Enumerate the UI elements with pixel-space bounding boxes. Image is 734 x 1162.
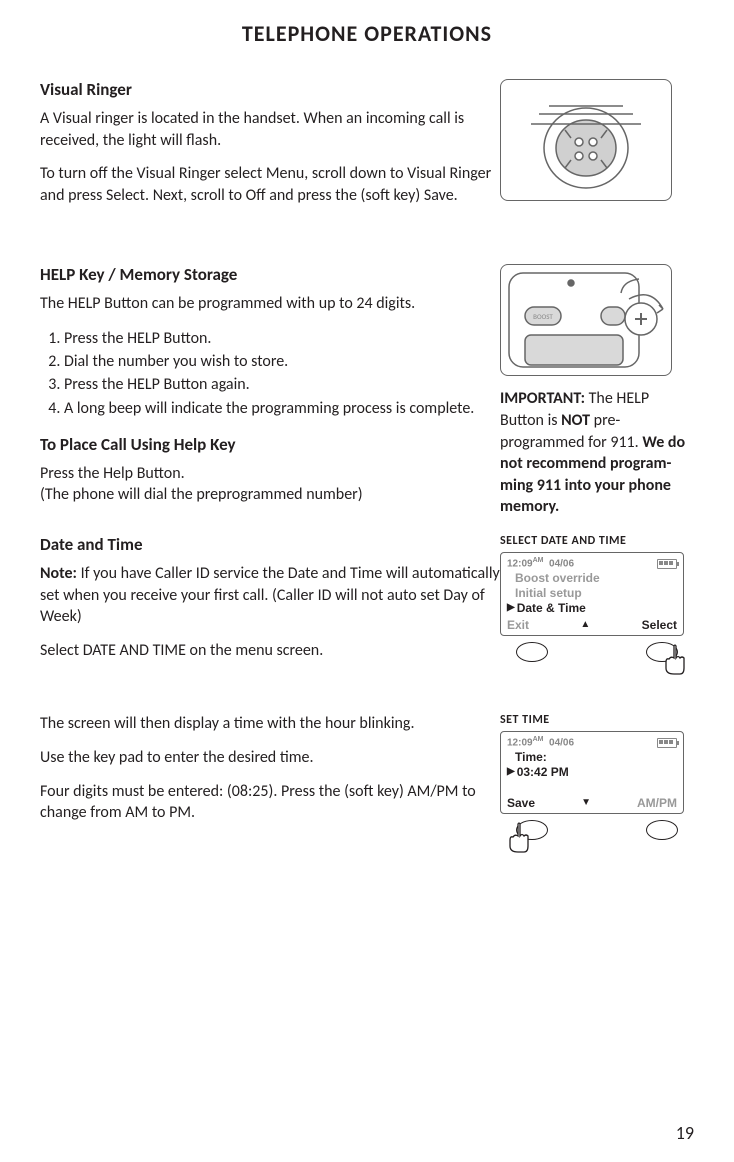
lcd-caption: SELECT DATE AND TIME bbox=[500, 534, 694, 548]
ordered-list: Press the HELP Button. Dial the number y… bbox=[40, 327, 500, 420]
list-item: Dial the number you wish to store. bbox=[64, 350, 500, 373]
paragraph: A Visual ringer is located in the handse… bbox=[40, 108, 500, 151]
lcd-caption: SET TIME bbox=[500, 713, 694, 727]
paragraph: Press the Help Button. bbox=[40, 463, 500, 485]
list-item: A long beep will indicate the programmin… bbox=[64, 397, 500, 420]
paragraph: To turn off the Visual Ringer select Men… bbox=[40, 163, 500, 206]
paragraph: The screen will then display a time with… bbox=[40, 713, 500, 735]
paragraph: The HELP Button can be programmed with u… bbox=[40, 293, 500, 315]
page-number: 19 bbox=[676, 1122, 694, 1144]
left-softkey[interactable] bbox=[516, 642, 548, 662]
battery-icon bbox=[657, 738, 677, 748]
battery-icon bbox=[657, 559, 677, 569]
paragraph: Select DATE AND TIME on the menu screen. bbox=[40, 640, 500, 662]
list-item: Press the HELP Button again. bbox=[64, 373, 500, 396]
paragraph: Note: If you have Caller ID service the … bbox=[40, 563, 500, 628]
right-softkey[interactable] bbox=[646, 820, 678, 840]
heading-place-call: To Place Call Using Help Key bbox=[40, 434, 500, 455]
lcd-select-date-time: 12:09AM 04/06 Boost override Initial set… bbox=[500, 552, 684, 636]
help-button-illustration: BOOST bbox=[500, 264, 672, 376]
heading-date-time: Date and Time bbox=[40, 534, 500, 555]
heading-help-key: HELP Key / Memory Storage bbox=[40, 264, 500, 285]
speaker-illustration bbox=[500, 79, 672, 201]
hand-pointer-icon bbox=[662, 644, 688, 676]
list-item: Press the HELP Button. bbox=[64, 327, 500, 350]
heading-visual-ringer: Visual Ringer bbox=[40, 79, 500, 100]
lcd-set-time: 12:09AM 04/06 Time: ▶03:42 PM Save ▼ AM/… bbox=[500, 731, 684, 814]
hand-pointer-icon bbox=[506, 822, 532, 854]
svg-text:BOOST: BOOST bbox=[533, 312, 553, 321]
paragraph: (The phone will dial the preprogrammed n… bbox=[40, 484, 500, 506]
paragraph: Use the key pad to enter the desired tim… bbox=[40, 747, 500, 769]
important-note: IMPORTANT: The HELP Button is NOT pre-pr… bbox=[500, 388, 694, 518]
page-title: TELEPHONE OPERATIONS bbox=[40, 20, 694, 47]
paragraph: Four digits must be entered: (08:25). Pr… bbox=[40, 781, 500, 824]
